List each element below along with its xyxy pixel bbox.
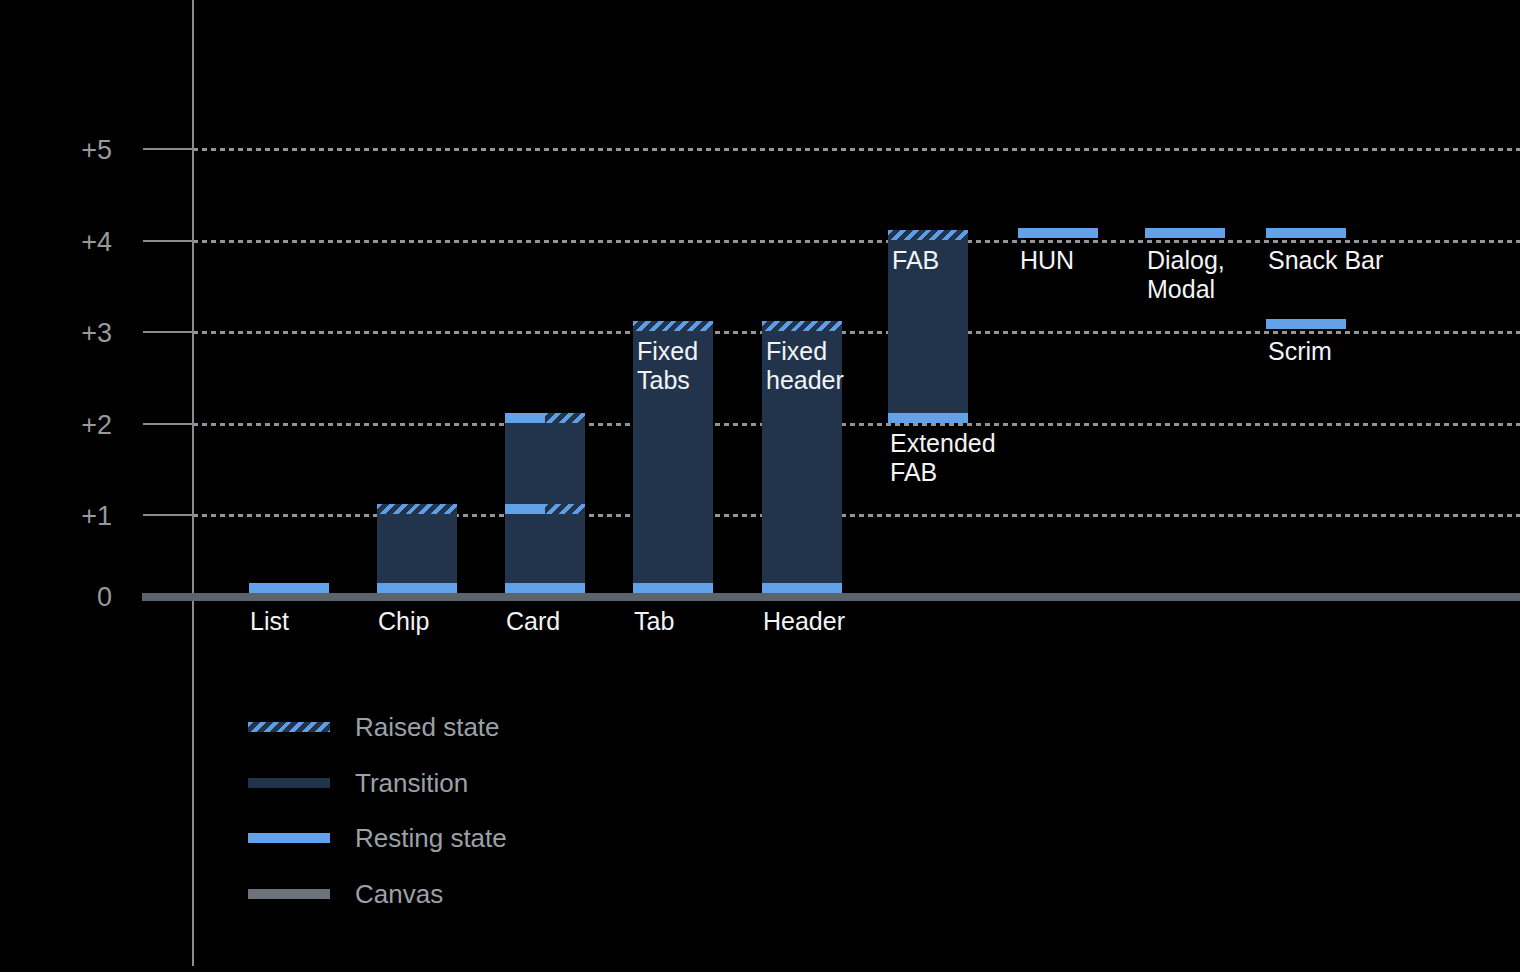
legend-label-resting: Resting state (355, 823, 655, 853)
legend-swatch-raised (248, 722, 330, 732)
bar-hun-band-resting-4 (1018, 228, 1098, 238)
bar-card-band-half-1 (505, 504, 585, 514)
bar-dialog-modal-band-resting-4 (1145, 228, 1225, 238)
bar-hun-float-label: HUN (1020, 246, 1160, 275)
axis-label-0: 0 (40, 582, 112, 612)
bar-fab-band-raised-4 (888, 230, 968, 240)
canvas-baseline (142, 593, 1520, 601)
axis-tick-+1 (143, 514, 194, 516)
bar-tab-axis-label: Tab (634, 607, 774, 636)
bar-fab-float-label: Extended FAB (890, 429, 1030, 487)
axis-label-+3: +3 (40, 318, 112, 348)
axis-tick-+5 (143, 148, 194, 150)
axis-tick-+3 (143, 331, 194, 333)
gridline-+4 (193, 240, 1520, 243)
gridline-+5 (193, 148, 1520, 151)
axis-tick-+2 (143, 423, 194, 425)
bar-header-inner-label: Fixed header (766, 337, 842, 395)
elevation-chart: +5 +4 +3 +2 +1 0 ListChipCardTab Fixed Tabs Head… (0, 0, 1520, 972)
bar-scrim-float-label: Scrim (1268, 337, 1408, 366)
legend-label-raised: Raised state (355, 712, 655, 742)
bar-dialog-modal-float-label: Dialog, Modal (1147, 246, 1287, 304)
bar-fab-band-resting-2 (888, 413, 968, 423)
bar-chip-transition (377, 514, 457, 583)
axis-label-+2: +2 (40, 410, 112, 440)
axis-label-+4: +4 (40, 227, 112, 257)
bar-chip-axis-label: Chip (378, 607, 518, 636)
bar-fab-inner-label: FAB (892, 246, 968, 275)
legend-swatch-transition (248, 778, 330, 788)
bar-card-axis-label: Card (506, 607, 646, 636)
bar-card-band-resting-0 (505, 583, 585, 593)
axis-label-+5: +5 (40, 135, 112, 165)
legend-swatch-resting (248, 833, 330, 843)
gridline-+3 (193, 331, 1520, 334)
gridline-+2 (193, 423, 1520, 426)
bar-card-transition (505, 423, 585, 583)
legend-label-transition: Transition (355, 768, 655, 798)
bar-chip-band-resting-0 (377, 583, 457, 593)
bar-card-band-half-2 (505, 413, 585, 423)
bar-header-band-resting-0 (762, 583, 842, 593)
axis-tick-+4 (143, 240, 194, 242)
bar-snack-bar-float-label: Snack Bar (1268, 246, 1408, 275)
bar-chip-band-raised-1 (377, 504, 457, 514)
bar-scrim-band-resting-3 (1266, 319, 1346, 329)
bar-header-band-raised-3 (762, 321, 842, 331)
bar-list-axis-label: List (250, 607, 390, 636)
bar-tab-band-resting-0 (633, 583, 713, 593)
bar-snack-bar-band-resting-4 (1266, 228, 1346, 238)
bar-list-band-resting-0 (249, 583, 329, 593)
y-axis-line (192, 0, 194, 966)
axis-label-+1: +1 (40, 501, 112, 531)
legend-swatch-canvas (248, 889, 330, 899)
bar-tab-band-raised-3 (633, 321, 713, 331)
legend-label-canvas: Canvas (355, 879, 655, 909)
bar-header-axis-label: Header (763, 607, 903, 636)
bar-tab-inner-label: Fixed Tabs (637, 337, 713, 395)
